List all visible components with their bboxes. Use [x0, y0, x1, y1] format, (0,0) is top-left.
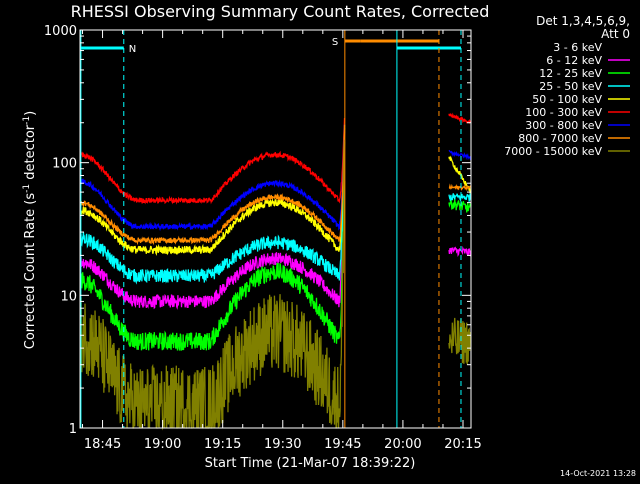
series-line-after-gap: [448, 193, 472, 203]
plot-frame: [79, 29, 472, 429]
chart-title: RHESSI Observing Summary Count Rates, Co…: [71, 2, 490, 21]
event-markers: [80, 30, 462, 428]
legend-item: 3 - 6 keV: [553, 41, 602, 54]
state-bars: NS: [80, 37, 461, 55]
y-axis-label-sup1: -1: [22, 184, 32, 193]
legend-item: 12 - 25 keV: [539, 67, 602, 80]
legend-item: 6 - 12 keV: [546, 54, 602, 67]
x-tick-label: 19:45: [324, 437, 361, 452]
y-axis-label-part3: ): [23, 111, 38, 116]
series-line: [79, 125, 346, 285]
y-tick-label: 10: [60, 289, 77, 304]
y-tick-label: 1: [69, 422, 77, 437]
legend-header-line2: Att 0: [601, 27, 630, 41]
x-axis: 18:45 19:00 19:15 19:30 19:45 20:00 20:15: [82, 30, 482, 452]
legend-item: 25 - 50 keV: [539, 80, 602, 93]
x-tick-label: 20:00: [384, 437, 421, 452]
saa-bar-label: S: [332, 37, 338, 48]
series-line: [79, 142, 346, 351]
y-axis-label-part1: Corrected Count Rate (s: [23, 193, 38, 350]
series-layer: [79, 112, 472, 431]
legend-item: 300 - 800 keV: [525, 119, 602, 132]
x-axis-label: Start Time (21-Mar-07 18:39:22): [205, 456, 416, 471]
series-line: [79, 139, 346, 431]
y-axis: 1 10 100 1000: [44, 24, 471, 437]
generation-timestamp: 14-Oct-2021 13:28: [560, 469, 636, 478]
series-line-after-gap: [448, 183, 472, 192]
series-line: [79, 124, 346, 246]
y-axis-label-sup2: -1: [22, 116, 32, 125]
y-tick-label: 100: [52, 157, 77, 172]
legend-header-line1: Det 1,3,4,5,6,9,: [536, 14, 630, 28]
series-line: [79, 118, 346, 205]
x-tick-label: 19:15: [204, 437, 241, 452]
legend-item: 50 - 100 keV: [532, 93, 602, 106]
x-tick-label: 19:30: [264, 437, 301, 452]
series-line: [79, 124, 346, 232]
series-line-after-gap: [448, 317, 472, 365]
series-line-after-gap: [448, 245, 472, 258]
series-line-after-gap: [448, 149, 472, 161]
night-bar-label: N: [129, 44, 136, 55]
legend-item: 800 - 7000 keV: [518, 132, 602, 145]
series-line-after-gap: [448, 268, 472, 291]
legend-item: 100 - 300 keV: [525, 106, 602, 119]
x-tick-label: 19:00: [144, 437, 181, 452]
series-line: [79, 131, 346, 310]
x-tick-label: 20:15: [444, 437, 481, 452]
legend-item: 7000 - 15000 keV: [504, 145, 602, 158]
series-line-after-gap: [448, 112, 472, 125]
x-tick-label: 18:45: [84, 437, 121, 452]
y-tick-label: 1000: [44, 24, 77, 39]
series-line: [79, 127, 346, 256]
y-axis-label: Corrected Count Rate (s-1 detector-1): [22, 111, 38, 349]
y-axis-label-part2: detector: [23, 124, 38, 184]
series-line-after-gap: [448, 197, 472, 213]
